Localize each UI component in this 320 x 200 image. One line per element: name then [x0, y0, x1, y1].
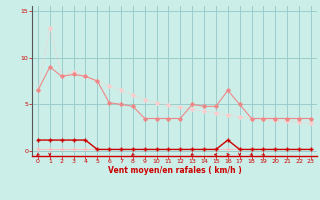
X-axis label: Vent moyen/en rafales ( km/h ): Vent moyen/en rafales ( km/h )	[108, 166, 241, 175]
